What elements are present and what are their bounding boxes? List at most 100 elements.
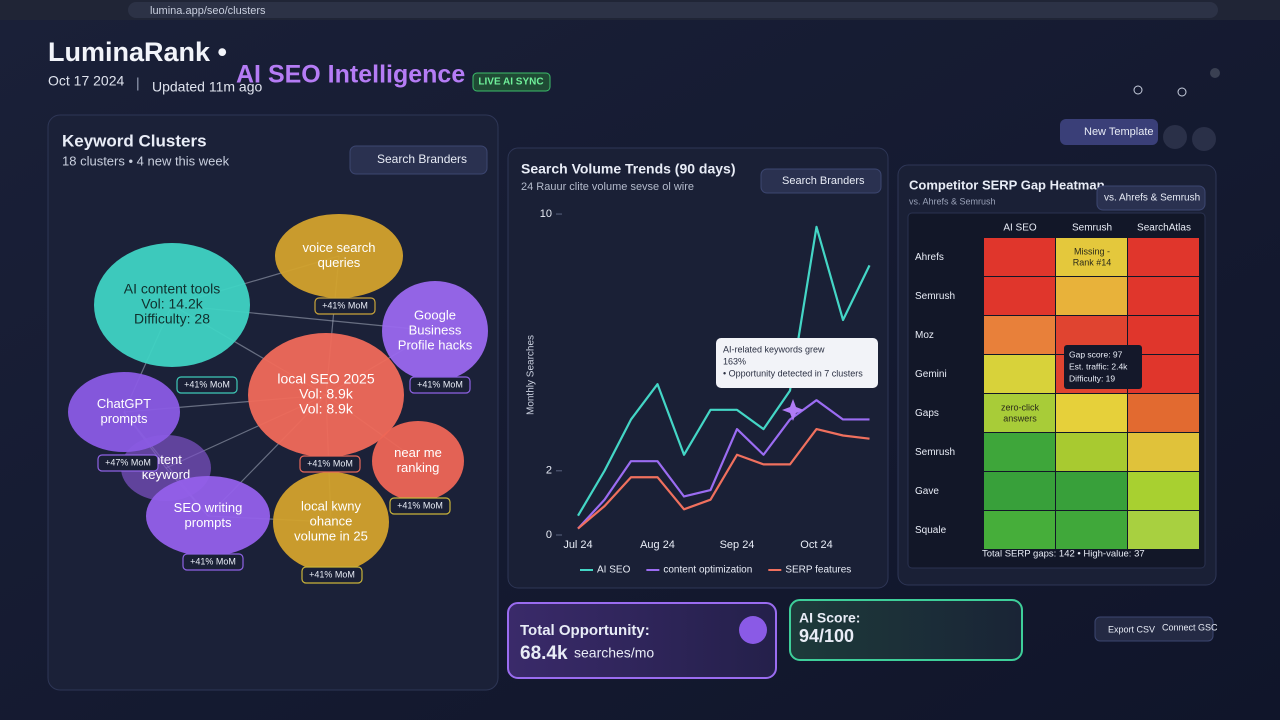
trends-panel	[507, 147, 889, 589]
heatmap-cell[interactable]	[1056, 511, 1127, 549]
growth-badge	[409, 376, 471, 394]
heatmap-cell-text: Missing -	[1074, 246, 1110, 256]
growth-badge-text: +41% MoM	[397, 500, 443, 510]
browser-icon[interactable]	[1210, 68, 1220, 78]
clusters-dropdown-text: Search Branders	[377, 152, 467, 166]
cluster-label: Google	[414, 307, 456, 322]
cluster-label: AI content tools	[124, 281, 221, 297]
cluster-bubble[interactable]	[94, 243, 250, 367]
x-tick-label: Oct 24	[800, 539, 832, 551]
cluster-label: Vol: 14.2k	[141, 296, 203, 312]
heatmap-cell[interactable]	[984, 511, 1055, 549]
heatmap-cell[interactable]	[984, 316, 1055, 354]
cluster-label: ChatGPT	[97, 396, 151, 411]
heatmap-cell[interactable]	[984, 238, 1055, 276]
cluster-bubble[interactable]	[68, 372, 180, 452]
cluster-label: local SEO 2025	[277, 371, 374, 387]
heatmap-dropdown-text: vs. Ahrefs & Semrush	[1104, 193, 1200, 204]
growth-badge	[389, 497, 451, 515]
opportunity-card	[507, 602, 777, 679]
heatmap-footer: Total SERP gaps: 142 • High-value: 37	[982, 549, 1145, 560]
export-buttons[interactable]	[1094, 616, 1214, 642]
clusters-dropdown[interactable]	[349, 145, 488, 175]
heatmap-cell[interactable]	[1056, 472, 1127, 510]
updated: Updated 11m ago	[152, 79, 262, 95]
brand: LuminaRank •	[48, 37, 227, 67]
cluster-label: Business	[409, 322, 462, 337]
address-field[interactable]	[128, 2, 1218, 18]
legend-label: AI SEO	[597, 565, 631, 576]
cluster-bubble[interactable]	[248, 333, 404, 457]
clusters-subtitle: 18 clusters • 4 new this week	[62, 153, 230, 168]
chart-subtitle: 24 Rauur clite volume sevse ol wire	[521, 181, 694, 193]
y-tick-label: 0	[546, 529, 552, 541]
heatmap-row: Gave	[915, 486, 939, 497]
heatmap-cell[interactable]	[984, 394, 1055, 432]
template-button[interactable]	[1060, 119, 1158, 145]
heatmap-cell[interactable]	[1056, 277, 1127, 315]
cluster-bubble[interactable]	[275, 214, 403, 298]
cluster-label: Difficulty: 28	[134, 311, 210, 327]
chart-dropdown-text: Search Branders	[782, 175, 865, 187]
heatmap-cell[interactable]	[1128, 394, 1199, 432]
heatmap-cell[interactable]	[1128, 472, 1199, 510]
legend-label: SERP features	[785, 565, 851, 576]
heatmap-cell[interactable]	[1056, 433, 1127, 471]
browser-icon[interactable]	[1177, 87, 1187, 97]
chart-dropdown[interactable]	[760, 168, 882, 194]
cluster-label: volume in 25	[294, 528, 368, 543]
growth-badge	[97, 454, 159, 472]
highlight-star	[782, 399, 804, 421]
heatmap-cell[interactable]	[984, 433, 1055, 471]
growth-badge-text: +41% MoM	[309, 569, 355, 579]
growth-badge	[314, 297, 376, 315]
heatmap-column: AI SEO	[1003, 223, 1037, 234]
opportunity-value: 68.4k	[520, 643, 568, 664]
heatmap-cell[interactable]	[1128, 277, 1199, 315]
product-title: AI SEO Intelligence	[236, 61, 465, 89]
heatmap-row: Ahrefs	[915, 252, 944, 263]
icon-button[interactable]	[1163, 125, 1187, 149]
heatmap-cell[interactable]	[984, 472, 1055, 510]
annotation-text: AI-related keywords grew	[723, 344, 825, 354]
heatmap-row: Semrush	[915, 291, 955, 302]
heatmap-cell[interactable]	[1128, 511, 1199, 549]
export-button-text: Export CSV	[1108, 624, 1155, 634]
annotation-text: • Opportunity detected in 7 clusters	[723, 368, 863, 378]
cluster-label: voice search	[303, 240, 376, 255]
score-value: 94/100	[799, 626, 854, 646]
heatmap-subtitle: vs. Ahrefs & Semrush	[909, 196, 996, 206]
y-axis-label: Monthly Searches	[526, 335, 537, 415]
heatmap-dropdown[interactable]	[1096, 185, 1206, 211]
heatmap-cell[interactable]	[1056, 394, 1127, 432]
y-tick-label: 10	[540, 208, 552, 220]
annotation-box	[716, 338, 878, 388]
heatmap-cell[interactable]	[1128, 238, 1199, 276]
heatmap-cell-text: answers	[1003, 413, 1037, 423]
cluster-bubble[interactable]	[382, 281, 488, 381]
growth-badge	[176, 376, 238, 394]
opportunity-unit: searches/mo	[574, 645, 654, 661]
heatmap-tooltip-text: Gap score: 97	[1069, 349, 1123, 359]
opportunity-icon[interactable]	[739, 616, 767, 644]
cluster-bubble[interactable]	[146, 476, 270, 556]
heatmap-cell[interactable]	[984, 277, 1055, 315]
heatmap-row: Moz	[915, 330, 934, 341]
cluster-bubble[interactable]	[273, 472, 389, 572]
chart-title: Search Volume Trends (90 days)	[521, 161, 736, 177]
heatmap-cell[interactable]	[1128, 433, 1199, 471]
live-badge-text: LIVE AI SYNC	[478, 77, 543, 88]
browser-icon[interactable]	[1133, 85, 1143, 95]
cluster-bubble[interactable]	[372, 421, 464, 501]
opportunity-label: Total Opportunity:	[520, 622, 650, 639]
heatmap-cell[interactable]	[984, 355, 1055, 393]
cluster-label: prompts	[101, 411, 148, 426]
heatmap-cell-text: zero-click	[1001, 402, 1040, 412]
icon-button[interactable]	[1192, 127, 1216, 151]
growth-badge	[299, 455, 361, 473]
growth-badge	[301, 566, 363, 584]
growth-badge-text: +41% MoM	[184, 379, 230, 389]
series-line	[577, 427, 870, 530]
heatmap-cell[interactable]	[1056, 238, 1127, 276]
